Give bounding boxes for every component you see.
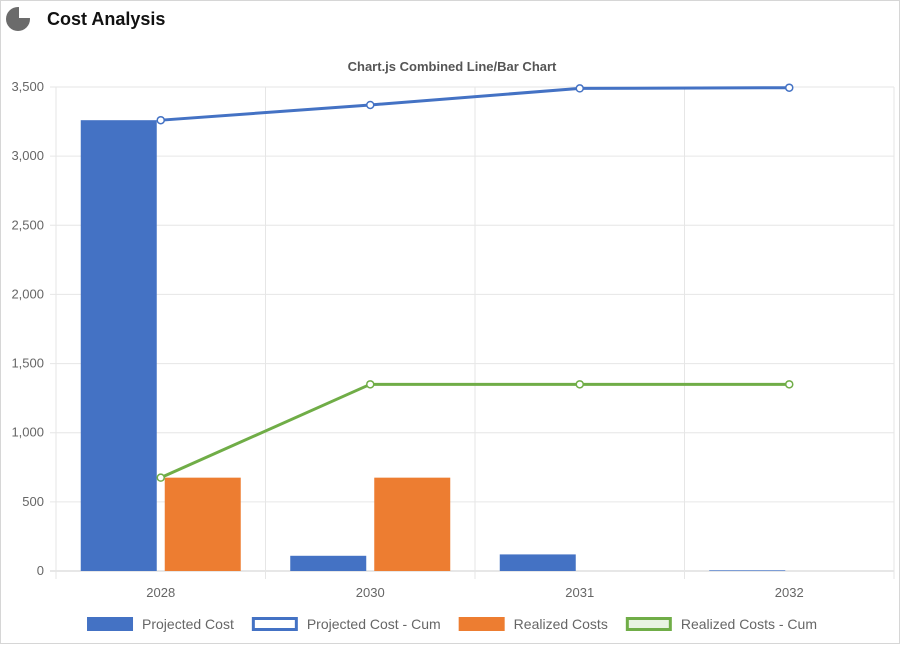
line-point [366,380,375,389]
legend-label: Projected Cost - Cum [307,616,441,632]
axis-layer: 0 500 1,000 1,500 2,000 2,500 3,000 3,500 2028 20… [11,79,803,600]
line-realized-costs-cum [160,382,790,480]
y-tick-label: 3,500 [11,79,44,94]
pie-chart-icon [6,6,31,31]
legend-swatch [625,617,672,631]
legend-swatch [87,617,134,631]
line-projected-cost-cum [160,86,790,122]
y-tick-label: 2,000 [11,286,44,301]
legend-swatch [458,617,505,631]
card-header: Cost Analysis [5,5,165,33]
legend-label: Projected Cost [142,616,234,632]
y-tick-label: 3,000 [11,148,44,163]
line-point [785,380,794,389]
legend: Projected Cost Projected Cost - Cum Realiz… [87,616,817,632]
y-tick-label: 2,500 [11,217,44,232]
line-point [366,100,375,110]
line-point [575,84,584,93]
y-tick-label: 0 [37,563,44,578]
bar-projected-cost [499,554,576,571]
line-point [156,473,165,482]
line-point [575,380,584,389]
y-tick-label: 1,500 [11,356,44,371]
x-tick-label: 2028 [146,585,175,600]
line-layer [156,83,794,482]
line-point [785,83,794,92]
bar-projected-cost [290,555,367,571]
x-tick-label: 2031 [565,585,594,600]
bar-projected-cost [80,120,157,571]
chart-title: Chart.js Combined Line/Bar Chart [348,59,557,74]
y-tick-label: 500 [22,494,44,509]
line-point [156,115,165,125]
bar-realized-costs [374,477,451,571]
card-title: Cost Analysis [47,8,166,29]
y-tick-label: 1,000 [11,425,44,440]
legend-label: Realized Costs - Cum [681,616,817,632]
bar-realized-costs [164,477,241,571]
legend-label: Realized Costs [514,616,608,632]
x-tick-label: 2032 [775,585,804,600]
bar-projected-cost [709,570,786,571]
bar-layer [80,120,786,571]
legend-swatch [251,617,298,631]
x-tick-label: 2030 [356,585,385,600]
